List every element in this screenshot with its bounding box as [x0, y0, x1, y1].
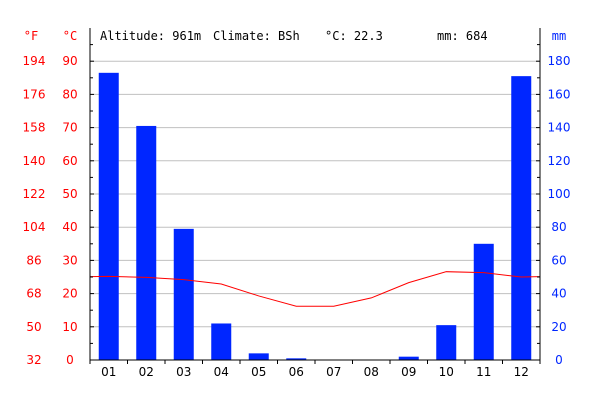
precipitation-bar: [173, 228, 194, 360]
annual-precipitation-label: mm: 684: [437, 29, 488, 43]
celsius-tick-label: 0: [66, 353, 74, 367]
precipitation-bar: [436, 325, 457, 360]
mm-tick-label: 80: [551, 220, 566, 234]
celsius-tick-label: 80: [62, 87, 77, 101]
precipitation-bar: [398, 356, 419, 360]
precipitation-bar: [286, 358, 307, 360]
celsius-tick-label: 30: [62, 253, 77, 267]
precipitation-bar: [511, 76, 532, 360]
month-tick-label: 01: [101, 365, 116, 379]
mm-tick-label: 20: [551, 320, 566, 334]
month-tick-label: 06: [289, 365, 304, 379]
grid-lines: [90, 60, 540, 328]
fahrenheit-tick-label: 176: [23, 87, 46, 101]
precipitation-bar: [473, 243, 494, 360]
mm-tick-label: 120: [548, 154, 571, 168]
temperature-line-group: [89, 271, 541, 307]
fahrenheit-tick-label: 50: [26, 320, 41, 334]
mean-temperature-label: °C: 22.3: [325, 29, 383, 43]
fahrenheit-tick-label: 68: [26, 287, 41, 301]
fahrenheit-tick-label: 140: [23, 154, 46, 168]
mm-tick-label: 140: [548, 121, 571, 135]
celsius-axis-label: °C: [63, 29, 77, 43]
mm-tick-label: 60: [551, 253, 566, 267]
precipitation-bar: [98, 72, 119, 360]
month-tick-label: 04: [214, 365, 229, 379]
climate-label: Climate: BSh: [213, 29, 300, 43]
fahrenheit-tick-label: 122: [23, 187, 46, 201]
month-tick-label: 12: [514, 365, 529, 379]
mm-tick-label: 0: [555, 353, 563, 367]
precipitation-bar: [248, 353, 269, 360]
mm-tick-label: 40: [551, 287, 566, 301]
celsius-tick-label: 10: [62, 320, 77, 334]
precipitation-bar: [211, 323, 232, 360]
month-tick-label: 08: [364, 365, 379, 379]
altitude-label: Altitude: 961m: [100, 29, 201, 43]
precipitation-bar: [136, 125, 157, 360]
month-tick-label: 07: [326, 365, 341, 379]
mm-tick-label: 160: [548, 87, 571, 101]
month-tick-label: 05: [251, 365, 266, 379]
celsius-tick-label: 90: [62, 54, 77, 68]
month-tick-label: 11: [476, 365, 491, 379]
celsius-tick-label: 50: [62, 187, 77, 201]
month-tick-label: 09: [401, 365, 416, 379]
mm-tick-label: 100: [548, 187, 571, 201]
fahrenheit-tick-label: 158: [23, 121, 46, 135]
celsius-tick-label: 60: [62, 154, 77, 168]
fahrenheit-tick-label: 194: [23, 54, 46, 68]
fahrenheit-tick-label: 86: [26, 253, 41, 267]
celsius-tick-label: 70: [62, 121, 77, 135]
fahrenheit-tick-label: 32: [26, 353, 41, 367]
celsius-tick-label: 20: [62, 287, 77, 301]
month-tick-label: 10: [439, 365, 454, 379]
month-tick-label: 03: [176, 365, 191, 379]
fahrenheit-axis-label: °F: [24, 29, 38, 43]
mm-tick-label: 180: [548, 54, 571, 68]
mm-axis-label: mm: [552, 29, 566, 43]
precipitation-bars: [98, 72, 532, 360]
tick-labels: 0102030405060708090325068861041221401581…: [23, 54, 571, 379]
month-tick-label: 02: [139, 365, 154, 379]
axes: [89, 28, 541, 364]
celsius-tick-label: 40: [62, 220, 77, 234]
fahrenheit-tick-label: 104: [23, 220, 46, 234]
temperature-line: [89, 271, 541, 307]
